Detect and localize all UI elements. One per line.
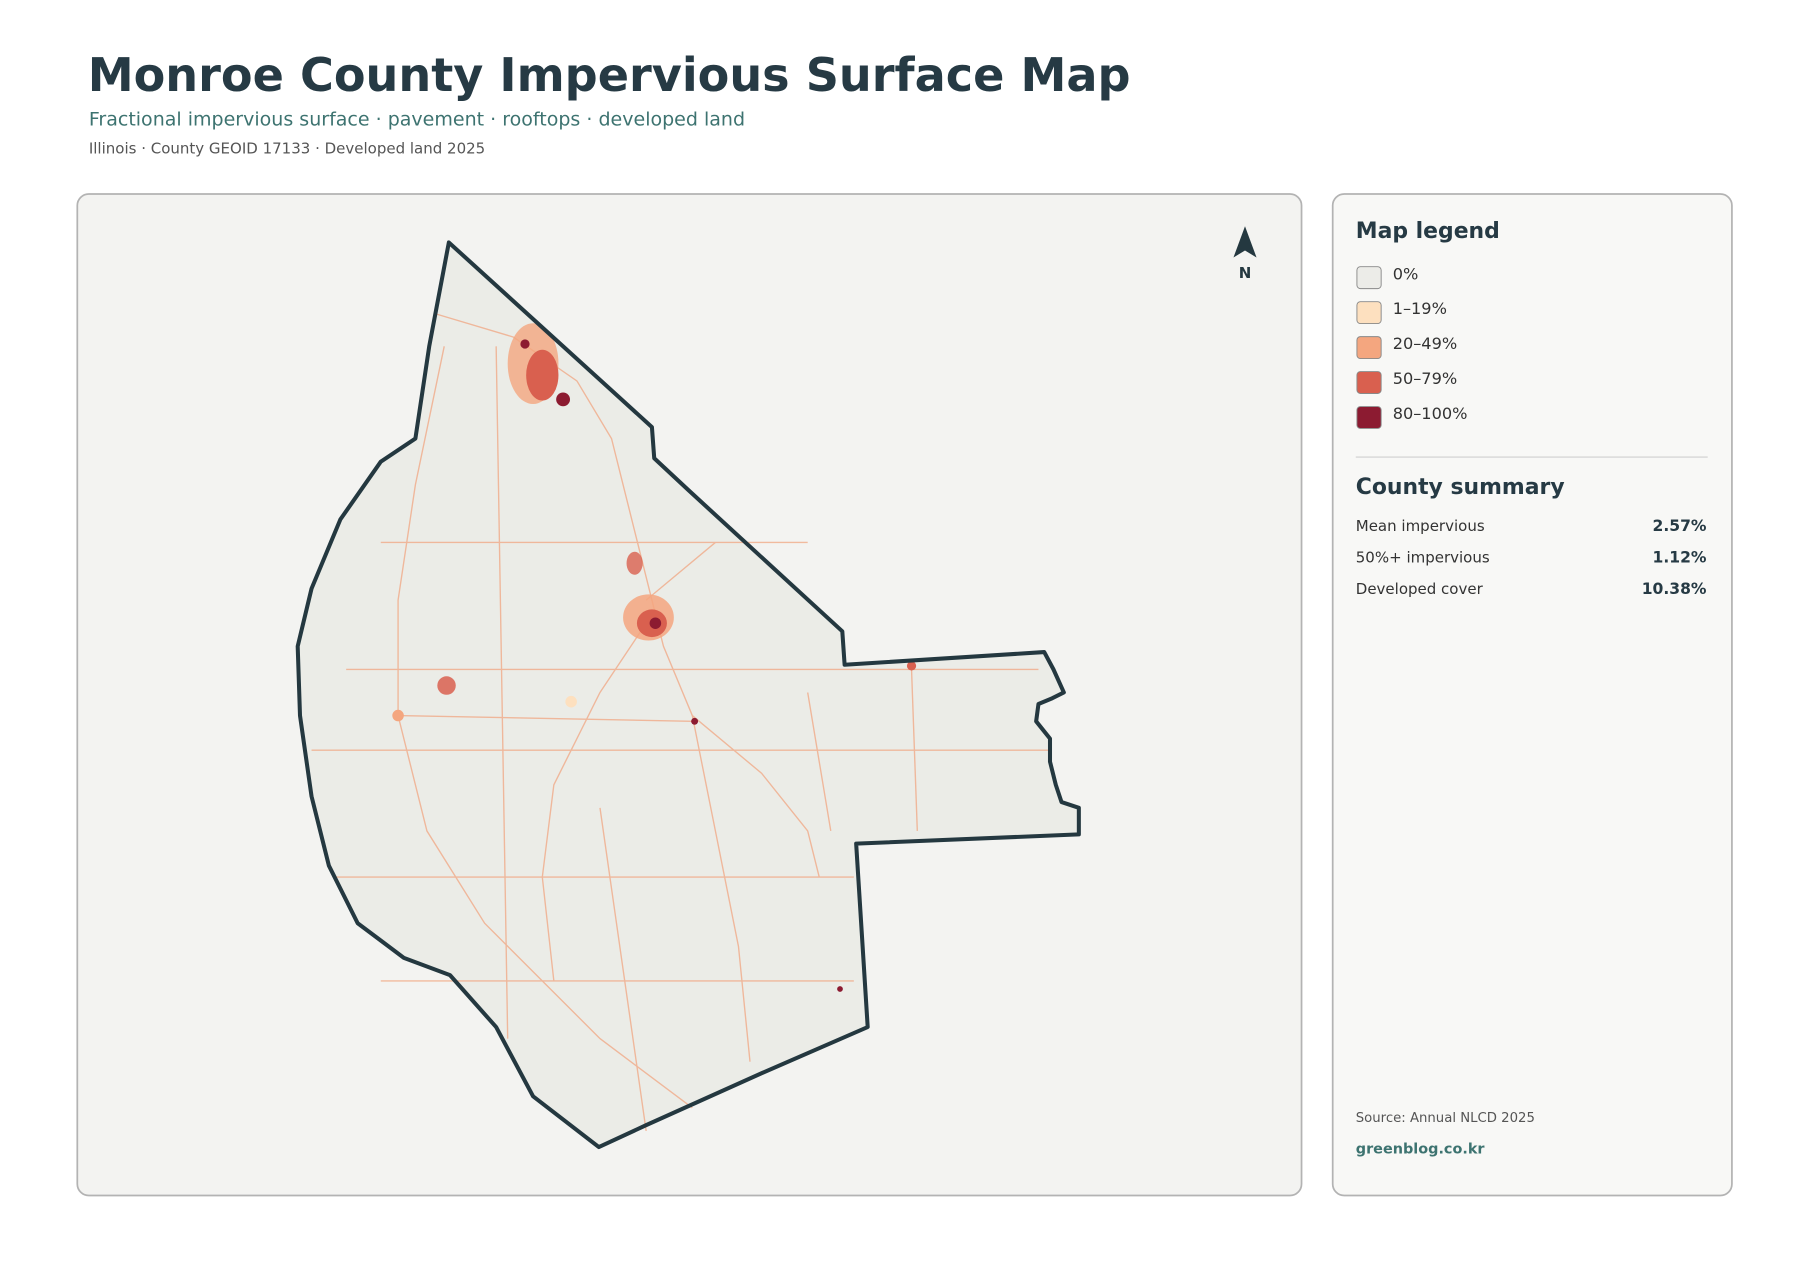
roads xyxy=(311,313,1050,1132)
summary-label: Developed cover xyxy=(1356,580,1484,598)
legend-swatch xyxy=(1356,336,1382,360)
county-map xyxy=(295,240,1081,1150)
legend-label: 80–100% xyxy=(1393,404,1468,423)
source: Source: Annual NLCD 2025 xyxy=(1356,1111,1535,1126)
legend-label: 20–49% xyxy=(1393,334,1457,353)
legend-swatch xyxy=(1356,301,1382,325)
north-label: N xyxy=(1239,264,1252,282)
summary-value: 2.57% xyxy=(1653,517,1707,535)
legend-label: 50–79% xyxy=(1393,369,1457,388)
county-outline xyxy=(295,240,1081,1150)
county-fill xyxy=(297,242,1079,1148)
summary-title: County summary xyxy=(1356,475,1565,500)
legend-panel xyxy=(1331,193,1733,1197)
legend-title: Map legend xyxy=(1356,219,1500,244)
urban-areas xyxy=(392,323,917,992)
summary-rows: Mean impervious 2.57% 50%+ impervious 1.12%… xyxy=(1356,517,1707,598)
subtitle: Fractional impervious surface · pavement… xyxy=(89,109,745,131)
legend-label: 1–19% xyxy=(1393,299,1447,318)
legend-label: 0% xyxy=(1393,264,1419,283)
legend-swatch xyxy=(1356,266,1382,290)
site: greenblog.co.kr xyxy=(1356,1141,1486,1157)
legend-swatch xyxy=(1356,406,1382,429)
meta: Illinois · County GEOID 17133 · Develope… xyxy=(89,140,485,158)
summary-label: Mean impervious xyxy=(1356,517,1485,535)
north-arrow xyxy=(1233,226,1257,258)
title: Monroe County Impervious Surface Map xyxy=(88,48,1131,102)
summary-value: 10.38% xyxy=(1642,580,1707,598)
summary-value: 1.12% xyxy=(1653,548,1707,566)
summary-label: 50%+ impervious xyxy=(1356,548,1490,566)
legend-items: 0% 1–19% 20–49% 50–79% 80–100% xyxy=(1356,264,1468,429)
legend-swatch xyxy=(1356,371,1382,394)
